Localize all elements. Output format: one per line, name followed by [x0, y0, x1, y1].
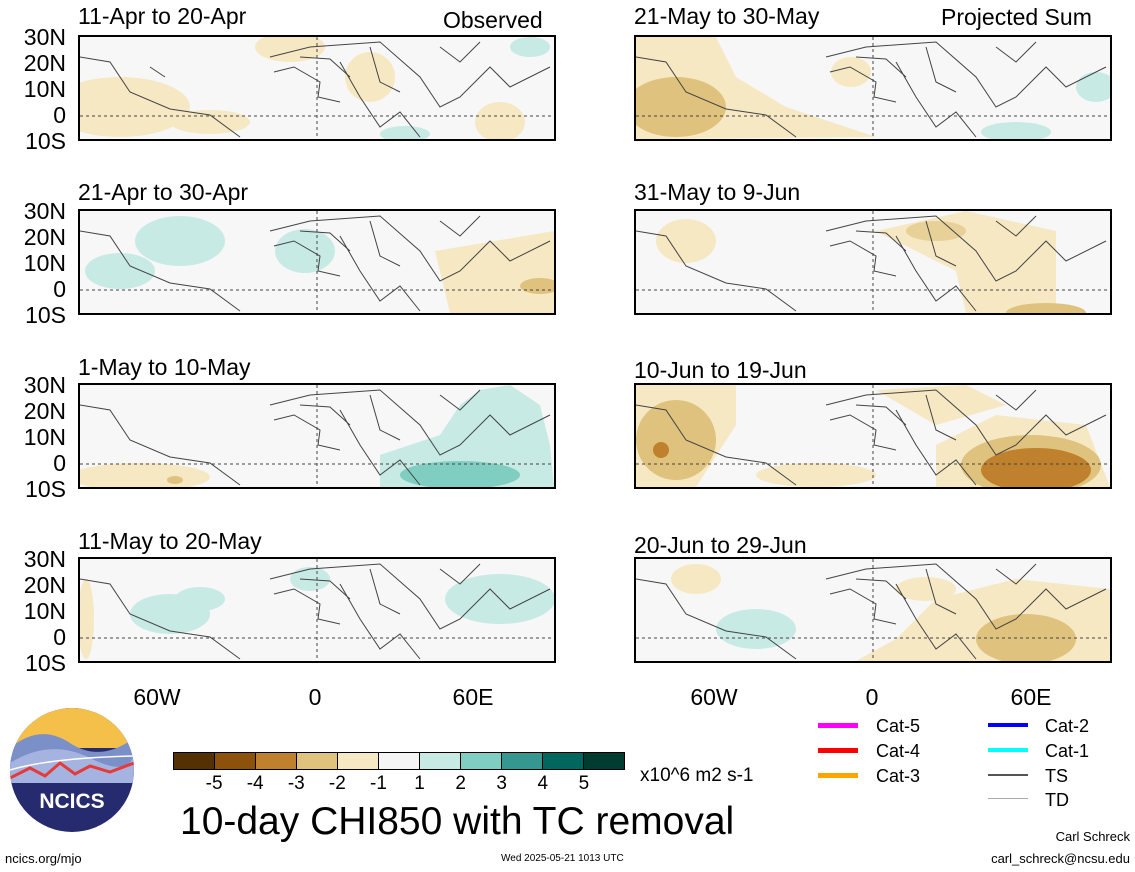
- map-svg: [636, 559, 1110, 661]
- colorbar-tick: 5: [578, 773, 590, 794]
- legend-line-ts: [988, 774, 1028, 776]
- colorbar-swatch: [338, 753, 379, 769]
- map-panel-obs-1: [78, 35, 556, 141]
- legend-line-cat1: [988, 748, 1028, 752]
- colorbar-tick: 1: [414, 773, 425, 794]
- map-svg: [80, 211, 554, 313]
- lon-label: 60W: [690, 684, 738, 710]
- panel-title: 10-Jun to 19-Jun: [634, 357, 807, 383]
- colorbar: [173, 752, 625, 770]
- colorbar-tick: 2: [455, 773, 466, 794]
- colorbar-tick: -1: [370, 773, 387, 794]
- footer-email: carl_schreck@ncsu.edu: [991, 851, 1130, 866]
- panel-title: 20-Jun to 29-Jun: [634, 532, 807, 558]
- lon-label: 60W: [133, 684, 181, 710]
- colorbar-tick: 4: [537, 773, 549, 794]
- legend-line-td: [988, 798, 1028, 799]
- panel-title: 1-May to 10-May: [78, 354, 251, 380]
- lat-label: 10N: [23, 250, 66, 276]
- map-panel-proj-3: [634, 383, 1112, 489]
- map-svg: [636, 37, 1110, 139]
- colorbar-units: x10^6 m2 s-1: [640, 765, 754, 786]
- lat-label: 0: [53, 102, 66, 128]
- colorbar-swatch: [256, 753, 297, 769]
- lon-label: 60E: [452, 684, 494, 710]
- map-svg: [636, 385, 1110, 487]
- map-panel-proj-4: [634, 557, 1112, 663]
- panel-title: 21-May to 30-May: [634, 3, 820, 29]
- map-svg: [80, 559, 554, 661]
- footer-author: Carl Schreck: [1055, 829, 1130, 844]
- colorbar-swatch: [297, 753, 338, 769]
- lat-label: 0: [53, 276, 66, 302]
- map-panel-obs-3: [78, 383, 556, 489]
- colorbar-swatch: [543, 753, 584, 769]
- observed-label: Observed: [443, 7, 543, 33]
- colorbar-tick: -2: [328, 773, 346, 794]
- lat-label: 10N: [23, 76, 66, 102]
- lat-label: 20N: [23, 398, 66, 424]
- ncics-logo: NCICS: [10, 708, 134, 832]
- colorbar-swatch: [502, 753, 543, 769]
- lat-label: 30N: [23, 546, 66, 572]
- lat-label: 10S: [25, 128, 66, 154]
- legend-label: Cat-3: [876, 766, 921, 786]
- legend-line-cat2: [988, 723, 1028, 727]
- lat-label: 20N: [23, 224, 66, 250]
- map-panel-obs-2: [78, 209, 556, 315]
- colorbar-tick: 3: [496, 773, 507, 794]
- lat-label: 0: [53, 450, 66, 476]
- legend-line-cat4: [818, 748, 858, 753]
- legend-label: Cat-5: [876, 716, 921, 736]
- colorbar-tick: -5: [205, 773, 223, 794]
- lat-label: 10N: [23, 598, 66, 624]
- colorbar-swatch: [461, 753, 502, 769]
- panel-title: 21-Apr to 30-Apr: [78, 179, 249, 205]
- map-panel-proj-1: [634, 35, 1112, 141]
- colorbar-swatch: [174, 753, 215, 769]
- footer-url: ncics.org/mjo: [5, 851, 82, 866]
- main-title: 10-day CHI850 with TC removal: [180, 800, 735, 843]
- legend-line-cat5: [818, 723, 858, 728]
- lat-label: 10S: [25, 302, 66, 328]
- lat-label: 30N: [23, 24, 66, 50]
- lon-label: 0: [308, 684, 322, 710]
- lat-label: 30N: [23, 198, 66, 224]
- footer-timestamp: Wed 2025-05-21 1013 UTC: [501, 853, 624, 864]
- colorbar-swatch: [215, 753, 256, 769]
- lon-label: 0: [865, 684, 879, 710]
- projected-label: Projected Sum: [941, 4, 1092, 30]
- legend-label: Cat-4: [876, 741, 921, 761]
- lat-label: 20N: [23, 50, 66, 76]
- colorbar-swatch: [420, 753, 461, 769]
- lat-label: 10N: [23, 424, 66, 450]
- colorbar-swatch: [379, 753, 420, 769]
- lat-label: 10S: [25, 650, 66, 676]
- legend-label: Cat-2: [1045, 716, 1090, 736]
- colorbar-tick: -4: [246, 773, 264, 794]
- map-svg: [636, 211, 1110, 313]
- lat-label: 0: [53, 624, 66, 650]
- legend-label: TS: [1045, 766, 1069, 786]
- legend-line-cat3: [818, 773, 858, 778]
- map-panel-obs-4: [78, 557, 556, 663]
- panel-title: 11-Apr to 20-Apr: [78, 3, 247, 29]
- lat-label: 20N: [23, 572, 66, 598]
- colorbar-tick: -3: [287, 773, 305, 794]
- logo-text: NCICS: [39, 790, 105, 813]
- legend-label: TD: [1045, 790, 1069, 810]
- map-svg: [80, 385, 554, 487]
- panel-title: 31-May to 9-Jun: [634, 179, 801, 205]
- lat-label: 10S: [25, 476, 66, 502]
- lat-label: 30N: [23, 372, 66, 398]
- legend-label: Cat-1: [1045, 741, 1090, 761]
- lon-label: 60E: [1010, 684, 1052, 710]
- panel-title: 11-May to 20-May: [78, 528, 262, 554]
- colorbar-swatch: [584, 753, 624, 769]
- map-svg: [80, 37, 554, 139]
- map-panel-proj-2: [634, 209, 1112, 315]
